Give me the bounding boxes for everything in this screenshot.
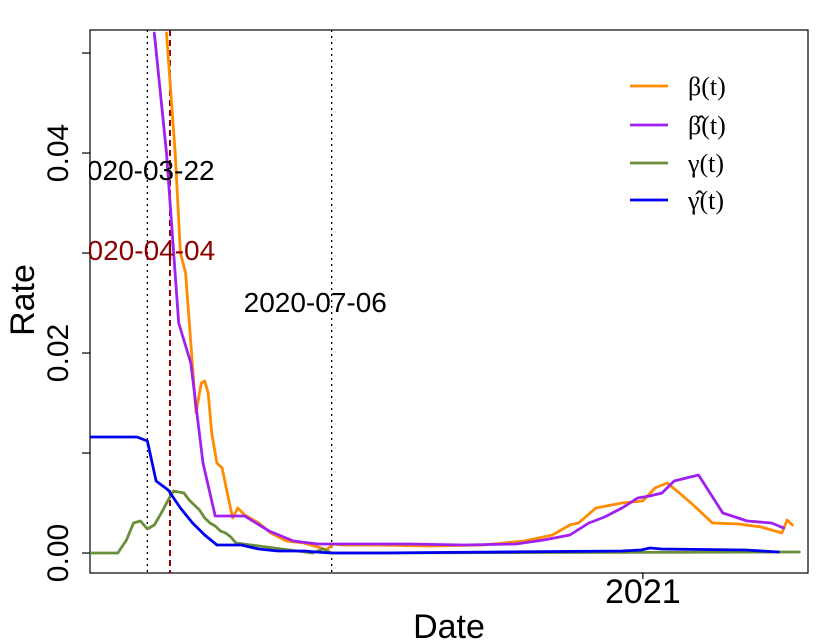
y-tick-label: 0.00 — [42, 524, 75, 582]
y-tick-label: 0.02 — [42, 324, 75, 382]
legend: β(t) β̂(t) γ(t) γ̂(t) — [630, 72, 726, 215]
x-axis: 2021 — [605, 573, 681, 611]
legend-item-0: β(t) — [630, 72, 726, 101]
series-line-3 — [90, 435, 780, 555]
annotation-label-2020-03-22: 2020-03-22 — [71, 155, 214, 186]
legend-item-1: β̂(t) — [630, 111, 726, 140]
series-line-1 — [152, 31, 786, 547]
annotation-label-2020-07-06: 2020-07-06 — [244, 287, 387, 318]
legend-item-3: γ̂(t) — [630, 186, 724, 215]
y-axis: 0.00 0.02 0.04 — [42, 52, 90, 582]
annotation-lines — [146, 30, 333, 573]
annotation-label-2020-04-04: 2020-04-04 — [72, 235, 215, 266]
x-axis-label: Date — [413, 608, 485, 642]
plot-frame — [89, 29, 809, 574]
x-tick-label: 2021 — [605, 573, 681, 611]
annotation-labels: 2020-03-22 2020-04-04 2020-07-06 — [71, 155, 387, 318]
series-lines — [90, 31, 801, 555]
legend-label: β̂(t) — [688, 111, 726, 140]
y-tick-label: 0.04 — [42, 124, 75, 182]
legend-label: γ(t) — [687, 149, 724, 178]
legend-item-2: γ(t) — [630, 149, 724, 178]
legend-label: β(t) — [688, 72, 726, 101]
y-axis-label: Rate — [4, 264, 42, 336]
legend-label: γ̂(t) — [687, 186, 724, 215]
